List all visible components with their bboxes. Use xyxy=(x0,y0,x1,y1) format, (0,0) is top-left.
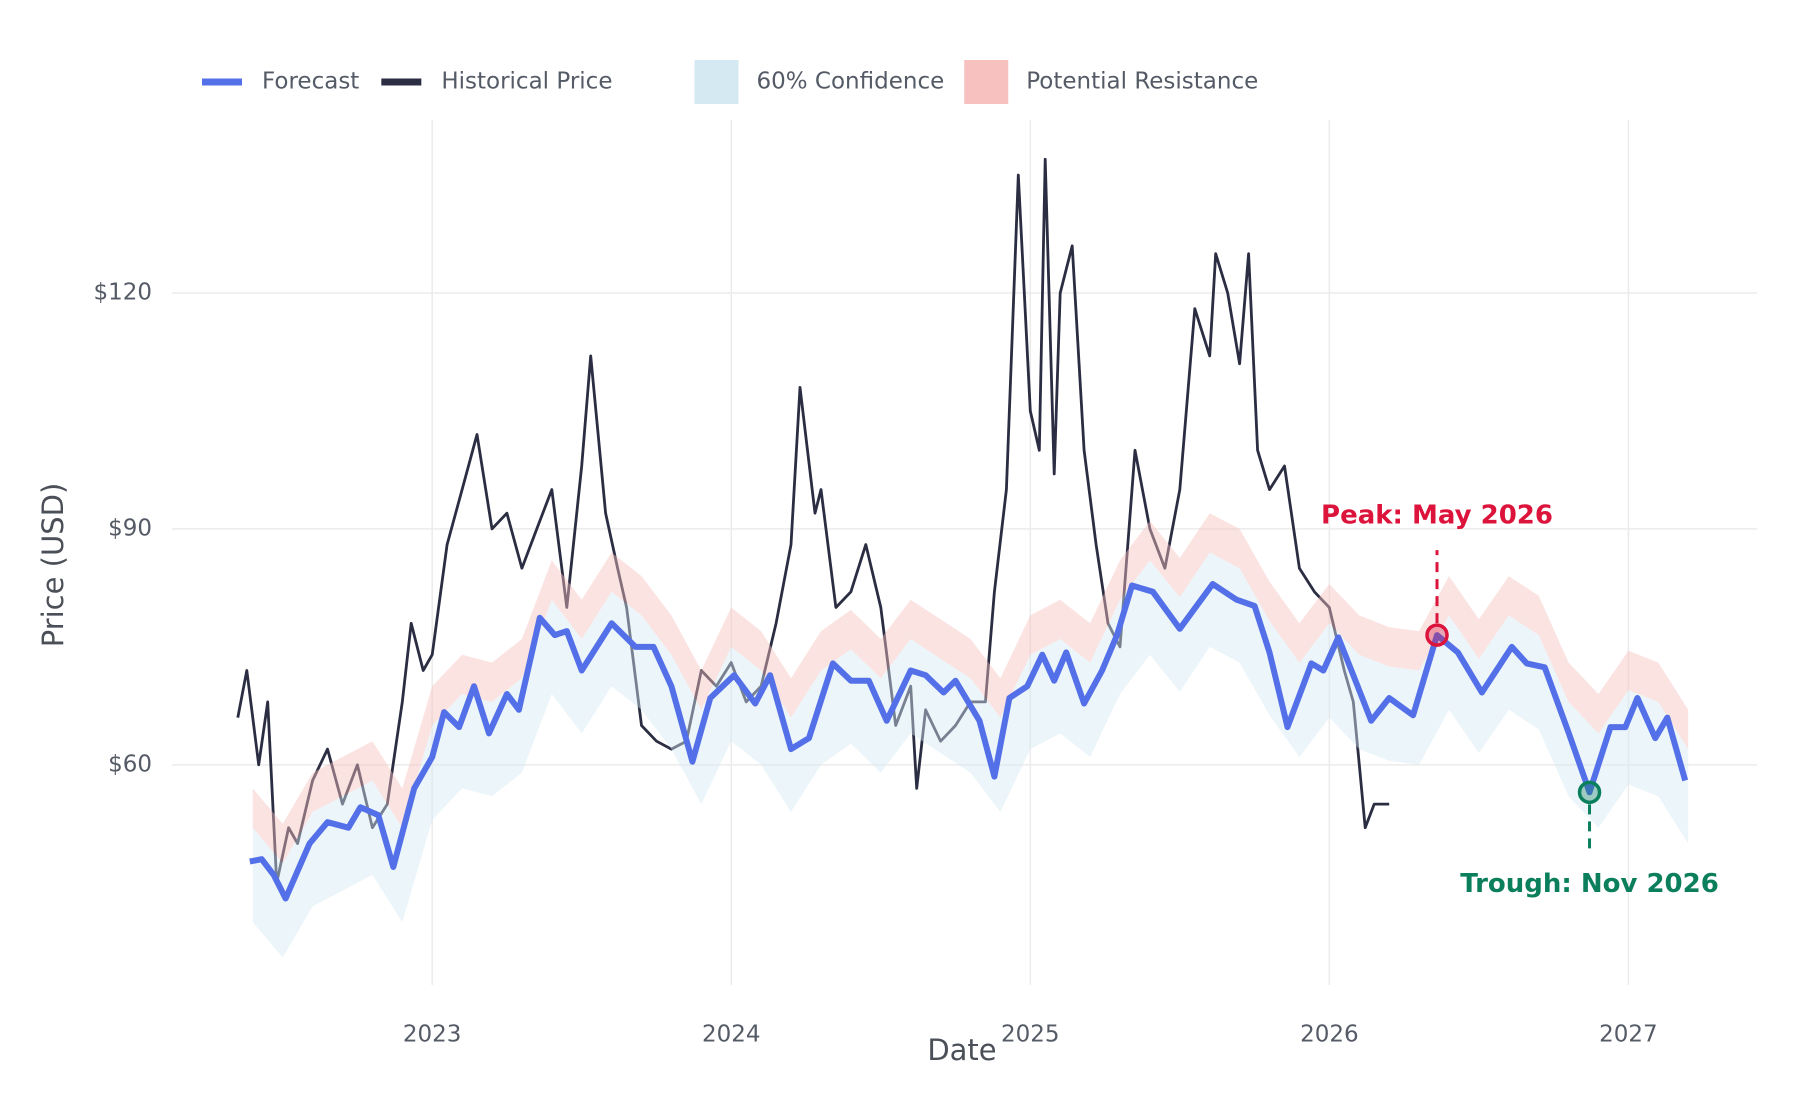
x-tick-label: 2026 xyxy=(1300,1022,1359,1048)
y-tick-label: $90 xyxy=(108,515,152,541)
x-tick-label: 2023 xyxy=(403,1022,462,1048)
y-tick-label: $120 xyxy=(93,280,152,306)
legend-swatch xyxy=(694,60,739,104)
legend-swatch xyxy=(964,60,1009,104)
legend-label: Forecast xyxy=(262,69,359,95)
line-series xyxy=(249,581,1689,902)
legend: Forecast Historical Price 60% Confidence Po… xyxy=(202,60,1258,104)
y-axis-label: Price (USD) xyxy=(36,483,70,648)
grid: $60 $90 $120 2023 2024 2025 2026 2027 xyxy=(93,120,1757,1048)
annotation-label: Trough: Nov 2026 xyxy=(1460,869,1719,899)
line-series xyxy=(236,157,1390,885)
legend-label: Historical Price xyxy=(441,69,612,95)
annotation-marker xyxy=(1425,623,1449,647)
band xyxy=(252,513,1689,864)
x-tick-label: 2027 xyxy=(1599,1022,1658,1048)
legend-label: Potential Resistance xyxy=(1026,69,1258,95)
legend-label: 60% Confidence xyxy=(756,69,944,95)
x-tick-label: 2024 xyxy=(702,1022,761,1048)
marks: Peak: May 2026 Trough: Nov 2026 xyxy=(236,157,1719,958)
x-axis-label: Date xyxy=(927,1033,996,1067)
annotation-marker xyxy=(1577,780,1602,805)
y-tick-label: $60 xyxy=(108,751,152,777)
x-tick-label: 2025 xyxy=(1001,1022,1060,1048)
annotation-label: Peak: May 2026 xyxy=(1321,501,1553,531)
